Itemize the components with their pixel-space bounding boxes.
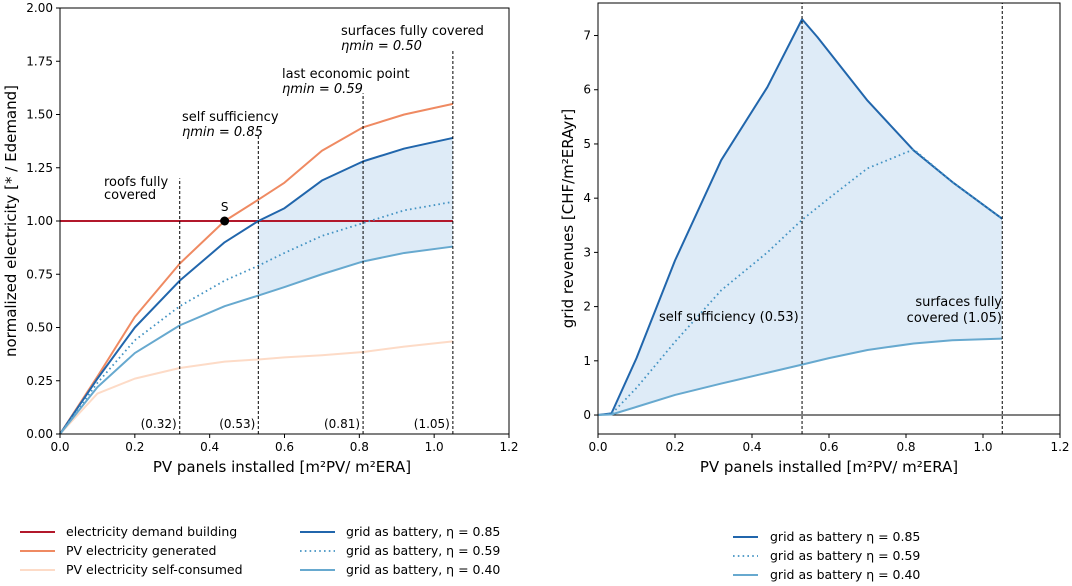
vline-value-label: (0.32) [141,417,177,431]
y-tick-label: 0.00 [26,427,53,441]
x-tick-label: 0.0 [50,440,69,454]
series-line [59,200,454,435]
annotation-text: surfaces fully covered [341,24,484,39]
shaded-band [611,19,1003,415]
y-axis-title: normalized electricity [* / Edemand] [2,85,20,357]
vline-value-label: (1.05) [414,417,450,431]
x-tick-label: 1.2 [1050,440,1069,454]
x-tick-label: 0.8 [896,440,915,454]
series-line [59,340,453,435]
y-tick-label: 0 [583,408,591,422]
series-line [59,245,454,435]
legend-label: grid as battery η = 0.85 [770,529,920,544]
y-tick-label: 7 [583,29,591,43]
x-tick-label: 0.6 [819,440,838,454]
y-tick-label: 1.00 [26,214,53,228]
x-axis-title: PV panels installed [m²PV/ m²ERA] [153,458,411,476]
shaded-band [258,137,453,296]
x-tick-label: 0.2 [125,440,144,454]
annotation-text: self sufficiency (0.53) [659,310,799,325]
x-tick-label: 1.0 [425,440,444,454]
legend-label: grid as battery, η = 0.40 [346,562,500,577]
annotation-text: ηmin = 0.59 [282,82,363,97]
x-tick-label: 0.2 [665,440,684,454]
legend-label: grid as battery η = 0.59 [770,548,920,563]
annotation-text: ηmin = 0.50 [341,39,422,54]
left-chart: (0.32) (0.53) (0.81) (1.05) roofs fullycover… [2,1,519,476]
y-tick-label: 0.25 [26,374,53,388]
series-line [597,337,1003,417]
right-chart: self sufficiency (0.53) surfaces fullycov… [559,2,1070,476]
annotation-text: last economic point [282,67,410,82]
x-tick-label: 0.4 [742,440,761,454]
y-tick-label: 4 [583,191,591,205]
point-s [220,216,230,226]
vline-value-label: (0.53) [219,417,255,431]
vline-value-label: (0.81) [324,417,360,431]
x-tick-label: 0.0 [588,440,607,454]
y-tick-label: 1 [583,354,591,368]
y-tick-label: 0.75 [26,267,53,281]
left-legend: electricity demand building PV electricit… [20,524,500,577]
series-line [59,102,454,435]
annotation-text: covered [104,188,156,203]
x-tick-label: 1.2 [499,440,518,454]
annotation-text: self sufficiency [182,110,279,125]
legend-label: grid as battery, η = 0.85 [346,524,500,539]
legend-label: PV electricity generated [66,543,216,558]
y-tick-label: 0.50 [26,321,53,335]
y-tick-label: 1.25 [26,161,53,175]
x-tick-label: 1.0 [973,440,992,454]
annotation-text: roofs fully [104,175,168,190]
y-tick-label: 5 [583,137,591,151]
annotation-text: surfaces fully [915,295,1002,310]
annotation-text: ηmin = 0.85 [182,125,263,140]
y-tick-label: 2 [583,300,591,314]
x-tick-label: 0.6 [275,440,294,454]
legend-label: grid as battery η = 0.40 [770,567,920,582]
y-tick-label: 1.50 [26,108,53,122]
legend-label: grid as battery, η = 0.59 [346,543,500,558]
y-tick-label: 6 [583,83,591,97]
point-s-label: S [221,200,229,214]
x-tick-label: 0.8 [350,440,369,454]
x-axis-title: PV panels installed [m²PV/ m²ERA] [700,458,958,476]
series-line [597,148,1003,416]
legend-label: PV electricity self-consumed [66,562,243,577]
y-tick-label: 1.75 [26,54,53,68]
y-axis-title: grid revenues [CHF/m²ERAyr] [559,109,577,329]
annotation-text: covered (1.05) [907,311,1002,326]
y-tick-label: 2.00 [26,1,53,15]
x-tick-label: 0.4 [200,440,219,454]
right-legend: grid as battery η = 0.85 grid as battery … [733,529,920,582]
legend-label: electricity demand building [66,524,237,539]
y-tick-label: 3 [583,245,591,259]
